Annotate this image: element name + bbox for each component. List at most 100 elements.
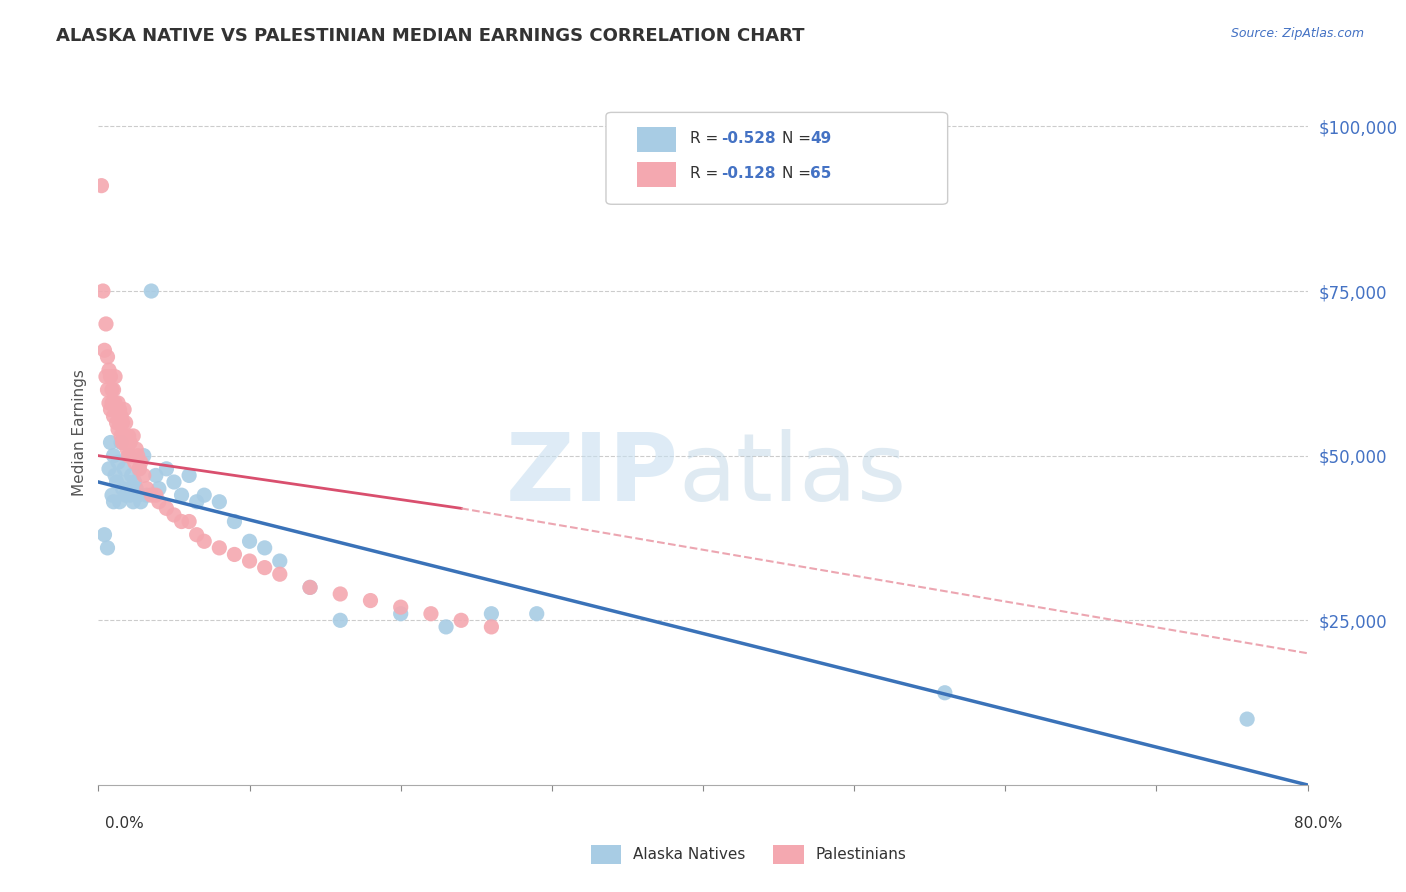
Point — [193, 534, 215, 549]
Point — [115, 442, 138, 456]
Point — [94, 369, 117, 384]
Point — [193, 488, 215, 502]
Text: R =: R = — [690, 131, 724, 145]
Point — [100, 435, 122, 450]
Point — [108, 495, 131, 509]
Text: 65: 65 — [810, 167, 831, 181]
Point — [420, 607, 443, 621]
Point — [96, 383, 118, 397]
Point — [526, 607, 548, 621]
Point — [239, 554, 262, 568]
Text: Palestinians: Palestinians — [815, 847, 907, 862]
Text: -0.128: -0.128 — [721, 167, 776, 181]
Point — [128, 462, 150, 476]
Point — [299, 581, 322, 595]
Point — [105, 416, 128, 430]
Text: ZIP: ZIP — [506, 429, 679, 521]
Point — [481, 607, 503, 621]
Point — [208, 541, 231, 555]
Point — [107, 455, 129, 469]
Point — [115, 475, 138, 489]
Point — [127, 488, 149, 502]
Point — [112, 462, 135, 476]
Point — [105, 475, 128, 489]
Point — [101, 488, 124, 502]
Point — [103, 495, 125, 509]
Point — [299, 581, 322, 595]
Point — [135, 482, 157, 496]
Text: 80.0%: 80.0% — [1295, 816, 1343, 831]
Point — [269, 567, 291, 582]
Point — [98, 363, 121, 377]
Point — [170, 515, 193, 529]
Point — [90, 178, 112, 193]
Point — [98, 462, 121, 476]
Point — [118, 429, 141, 443]
Point — [104, 396, 127, 410]
Point — [110, 435, 132, 450]
Point — [110, 429, 132, 443]
Point — [114, 416, 136, 430]
Point — [239, 534, 262, 549]
Point — [110, 409, 132, 424]
Point — [121, 468, 143, 483]
Point — [93, 527, 115, 541]
Point — [329, 613, 352, 627]
Text: Alaska Natives: Alaska Natives — [633, 847, 745, 862]
Point — [163, 508, 186, 522]
Point — [94, 317, 117, 331]
Point — [120, 435, 142, 450]
Point — [132, 468, 155, 483]
Point — [1236, 712, 1258, 726]
Point — [118, 449, 141, 463]
Text: ALASKA NATIVE VS PALESTINIAN MEDIAN EARNINGS CORRELATION CHART: ALASKA NATIVE VS PALESTINIAN MEDIAN EARN… — [56, 27, 804, 45]
Point — [360, 593, 382, 607]
Point — [93, 343, 115, 358]
Point — [124, 475, 146, 489]
Point — [103, 383, 125, 397]
Point — [179, 468, 201, 483]
Point — [107, 396, 129, 410]
Text: 49: 49 — [810, 131, 831, 145]
Point — [103, 409, 125, 424]
Point — [145, 488, 167, 502]
Point — [111, 416, 134, 430]
Point — [125, 442, 148, 456]
Point — [186, 527, 208, 541]
Point — [100, 369, 122, 384]
Point — [224, 515, 246, 529]
Point — [129, 455, 152, 469]
Point — [253, 560, 276, 574]
Point — [389, 600, 412, 615]
Point — [114, 488, 136, 502]
Point — [148, 495, 170, 509]
Point — [104, 468, 127, 483]
Point — [104, 369, 127, 384]
Point — [155, 462, 177, 476]
Point — [108, 402, 131, 417]
Point — [96, 541, 118, 555]
Point — [163, 475, 186, 489]
Point — [98, 396, 121, 410]
Point — [103, 449, 125, 463]
Point — [122, 495, 145, 509]
Point — [100, 402, 122, 417]
Point — [170, 488, 193, 502]
Point — [253, 541, 276, 555]
Text: R =: R = — [690, 167, 724, 181]
Point — [155, 501, 177, 516]
Point — [91, 284, 114, 298]
Text: Source: ZipAtlas.com: Source: ZipAtlas.com — [1230, 27, 1364, 40]
Point — [434, 620, 457, 634]
Point — [101, 383, 124, 397]
Point — [269, 554, 291, 568]
Point — [934, 686, 956, 700]
Point — [132, 449, 155, 463]
Text: atlas: atlas — [679, 429, 907, 521]
Point — [329, 587, 352, 601]
Point — [112, 402, 135, 417]
Point — [120, 488, 142, 502]
Point — [107, 422, 129, 436]
Point — [186, 495, 208, 509]
Point — [145, 468, 167, 483]
